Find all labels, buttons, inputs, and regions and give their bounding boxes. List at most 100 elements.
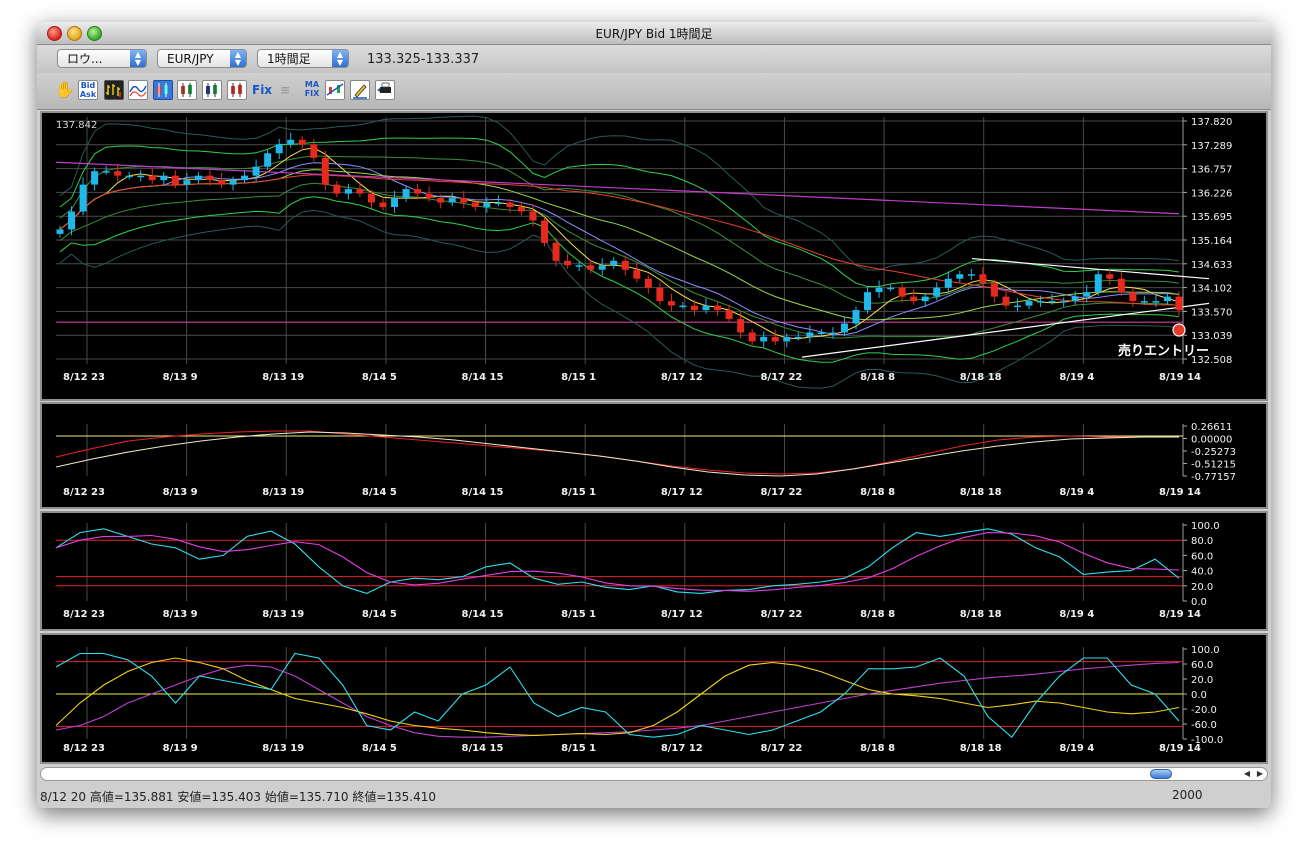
sell-entry-marker[interactable] — [1172, 323, 1186, 337]
candlestick-1-icon[interactable] — [153, 80, 173, 100]
candle-body — [506, 202, 514, 208]
resistance-trendline — [971, 257, 1210, 280]
candle-body — [287, 139, 295, 145]
horizontal-scrollbar[interactable]: ◀ ▶ — [40, 767, 1268, 781]
scrollbar-thumb[interactable] — [1150, 769, 1172, 779]
candle-body — [656, 287, 664, 302]
candle-body — [1025, 301, 1033, 306]
pencil-glyph — [353, 84, 367, 99]
candle-body — [690, 305, 698, 311]
y-axis-label: 100.0 — [1191, 521, 1220, 532]
dmi-chart[interactable]: 100.0 60.0 20.0 0.0 -20.0 -60.0 -100.0 8/12 23 8… — [42, 635, 1266, 762]
title-bar[interactable]: EUR/JPY Bid 1時間足 — [37, 22, 1271, 45]
y-axis-label: 0.00000 — [1191, 435, 1232, 446]
bollinger-band-line — [59, 209, 1180, 389]
candle-body — [137, 175, 145, 178]
x-axis-label: 8/13 9 — [163, 487, 198, 498]
tool-toolbar: ✋ Bid Ask Fix ≡ MA FIX — [37, 73, 1271, 110]
indicator-icon[interactable] — [325, 80, 345, 100]
y-axis-label: 20.0 — [1191, 675, 1213, 686]
candle-body — [414, 189, 422, 194]
print-icon[interactable] — [375, 80, 395, 100]
x-axis-label: 8/19 14 — [1159, 372, 1201, 383]
updown-arrows-icon: ▲ ▼ — [332, 50, 348, 67]
scroll-right-icon[interactable]: ▶ — [1256, 769, 1264, 778]
price-chart-panel[interactable]: 137.820 137.289 136.757 136.226 135.695 135.1… — [40, 111, 1268, 401]
candle-body — [1106, 274, 1114, 279]
candlestick-4-icon[interactable] — [227, 80, 247, 100]
candle-body — [783, 336, 791, 342]
dmi-minus-line — [55, 657, 1180, 736]
candle-body — [990, 283, 998, 297]
hand-tool-icon[interactable]: ✋ — [55, 80, 75, 99]
stochastic-chart[interactable]: 100.0 80.0 60.0 40.0 20.0 0.0 8/12 23 8/13 9 8/1… — [42, 513, 1266, 629]
candle-glyph — [157, 83, 168, 97]
candle-body — [460, 198, 468, 203]
y-axis-label: 0.0 — [1191, 597, 1207, 608]
y-axis-label: 80.0 — [1191, 536, 1213, 547]
candle-body — [206, 175, 214, 181]
x-axis-label: 8/17 22 — [760, 487, 802, 498]
candle-body — [541, 220, 549, 243]
status-bar: 8/12 20 高値=135.881 安値=135.403 始値=135.710… — [37, 784, 1271, 808]
y-axis-label: 60.0 — [1191, 551, 1213, 562]
stochastic-panel[interactable]: 100.0 80.0 60.0 40.0 20.0 0.0 8/12 23 8/13 9 8/1… — [40, 511, 1268, 631]
candle-body — [552, 242, 560, 261]
candle-body — [587, 265, 595, 270]
candle-body — [610, 260, 618, 266]
candle-body — [967, 274, 975, 276]
zoom-button[interactable] — [87, 26, 102, 41]
y-axis-label: 60.0 — [1191, 660, 1213, 671]
y-axis-label: -60.0 — [1191, 720, 1217, 731]
candle-body — [921, 296, 929, 302]
x-axis-label: 8/12 23 — [63, 609, 105, 620]
timeframe-select[interactable]: 1時間足 ▲ ▼ — [257, 49, 349, 68]
layout-select[interactable]: ロウ... ▲ ▼ — [57, 49, 147, 68]
close-button[interactable] — [47, 26, 62, 41]
candle-body — [714, 305, 722, 311]
x-axis-label: 8/18 18 — [960, 487, 1002, 498]
timeframe-value: 1時間足 — [267, 52, 311, 66]
x-axis-label: 8/13 9 — [163, 743, 198, 754]
candle-body — [56, 229, 64, 234]
line-chart-icon[interactable] — [128, 80, 148, 100]
candle-body — [344, 189, 352, 194]
candle-body — [621, 260, 629, 270]
y-axis-label: 133.570 — [1191, 307, 1232, 318]
price-chart[interactable]: 137.820 137.289 136.757 136.226 135.695 135.1… — [42, 113, 1266, 399]
macd-panel[interactable]: 0.26611 0.00000 -0.25273 -0.51215 -0.77157 8/… — [40, 402, 1268, 509]
x-axis-label: 8/19 14 — [1159, 743, 1201, 754]
y-axis-label: 137.820 — [1191, 117, 1232, 128]
candle-body — [1060, 301, 1068, 303]
y-axis-label: 133.039 — [1191, 331, 1232, 342]
candle-body — [529, 211, 537, 221]
candle-body — [517, 207, 525, 212]
dmi-panel[interactable]: 100.0 60.0 20.0 0.0 -20.0 -60.0 -100.0 8/12 23 8… — [40, 633, 1268, 764]
ma-fix-button[interactable]: MA FIX — [302, 80, 322, 100]
candle-body — [483, 202, 491, 208]
pencil-icon[interactable] — [350, 80, 370, 100]
layout-select-value: ロウ... — [67, 52, 103, 66]
candlestick-3-icon[interactable] — [202, 80, 222, 100]
minimize-button[interactable] — [67, 26, 82, 41]
candle-body — [437, 198, 445, 203]
candle-body — [598, 265, 606, 270]
bar-chart-icon[interactable] — [104, 80, 124, 100]
x-axis-label: 8/17 12 — [661, 609, 703, 620]
candle-body — [356, 189, 364, 194]
x-axis-label: 8/13 9 — [163, 372, 198, 383]
x-axis-label: 8/12 23 — [63, 487, 105, 498]
candle-body — [114, 171, 122, 176]
scroll-left-icon[interactable]: ◀ — [1243, 769, 1251, 778]
fix-button[interactable]: Fix — [252, 80, 272, 100]
candle-body — [1083, 292, 1091, 297]
x-axis-label: 8/19 4 — [1059, 372, 1094, 383]
currency-pair-select[interactable]: EUR/JPY ▲ ▼ — [157, 49, 247, 68]
candle-glyph — [231, 83, 242, 97]
candle-body — [425, 193, 433, 199]
bid-ask-button[interactable]: Bid Ask — [78, 80, 98, 100]
macd-chart[interactable]: 0.26611 0.00000-0.25273 -0.51215-0.77157 8/… — [42, 404, 1266, 507]
candle-body — [321, 157, 329, 185]
candlestick-2-icon[interactable] — [177, 80, 197, 100]
x-axis-label: 8/13 19 — [262, 609, 304, 620]
